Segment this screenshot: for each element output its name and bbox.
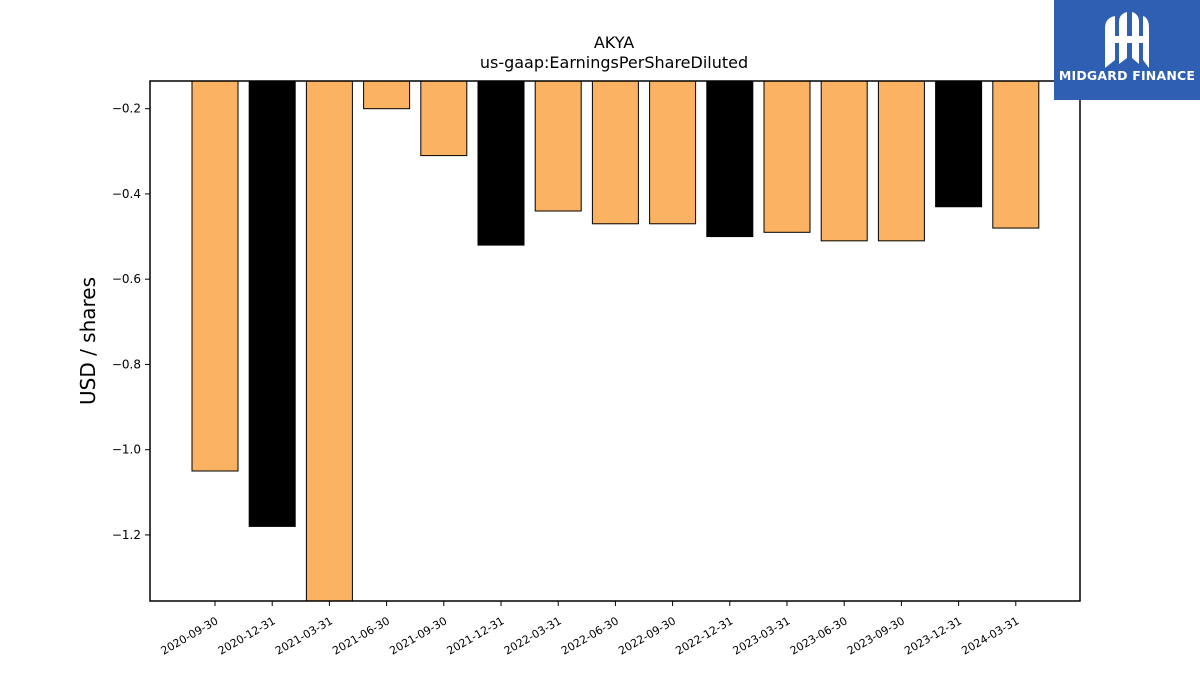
- y-tick-label: −0.4: [112, 187, 141, 201]
- bar-2024-03-31: [992, 80, 1040, 229]
- y-tick-label: −1.2: [112, 528, 141, 542]
- bar-2022-12-31: [706, 80, 754, 238]
- x-tick-label: 2020-09-30: [159, 614, 221, 657]
- bar-2022-09-30: [649, 80, 697, 225]
- midgard-logo-icon: [1105, 12, 1149, 68]
- bar-2020-09-30: [191, 80, 239, 472]
- x-tick-label: 2021-12-31: [445, 614, 507, 657]
- y-axis: −0.2 −0.4 −0.6 −0.8 −1.0 −1.2: [112, 102, 150, 542]
- y-tick-label: −0.8: [112, 357, 141, 371]
- x-tick-label: 2023-12-31: [902, 614, 964, 657]
- x-tick-label: 2022-03-31: [502, 614, 564, 657]
- bar-2023-06-30: [820, 80, 868, 242]
- midgard-finance-logo: MIDGARD FINANCE: [1054, 0, 1200, 100]
- x-tick-label: 2021-06-30: [330, 614, 392, 657]
- x-tick-label: 2020-12-31: [216, 614, 278, 657]
- x-tick-label: 2023-03-31: [731, 614, 793, 657]
- bar-2021-12-31: [477, 80, 525, 246]
- x-tick-label: 2022-09-30: [616, 614, 678, 657]
- bar-2021-03-31: [305, 80, 353, 602]
- logo-text: MIDGARD FINANCE: [1058, 68, 1196, 83]
- bar-2023-12-31: [935, 80, 983, 208]
- bar-2020-12-31: [248, 80, 296, 527]
- y-tick-label: −0.6: [112, 272, 141, 286]
- x-tick-label: 2024-03-31: [959, 614, 1021, 657]
- bar-2021-09-30: [420, 80, 468, 157]
- bar-2022-06-30: [591, 80, 639, 225]
- chart-subtitle: us-gaap:EarningsPerShareDiluted: [480, 53, 748, 72]
- x-tick-label: 2022-12-31: [673, 614, 735, 657]
- y-tick-label: −1.0: [112, 443, 141, 457]
- x-tick-label: 2021-03-31: [273, 614, 335, 657]
- bar-2022-03-31: [534, 80, 582, 212]
- chart-title: AKYA: [594, 33, 634, 52]
- y-axis-label: USD / shares: [76, 277, 100, 405]
- bar-2021-06-30: [363, 80, 411, 110]
- x-tick-label: 2021-09-30: [387, 614, 449, 657]
- x-tick-label: 2023-09-30: [845, 614, 907, 657]
- x-tick-label: 2023-06-30: [788, 614, 850, 657]
- x-axis: 2020-09-302020-12-312021-03-312021-06-30…: [159, 601, 1021, 658]
- bars-layer: [191, 80, 1040, 602]
- x-tick-label: 2022-06-30: [559, 614, 621, 657]
- bar-2023-09-30: [877, 80, 925, 242]
- y-tick-label: −0.2: [112, 102, 141, 116]
- bar-2023-03-31: [763, 80, 811, 233]
